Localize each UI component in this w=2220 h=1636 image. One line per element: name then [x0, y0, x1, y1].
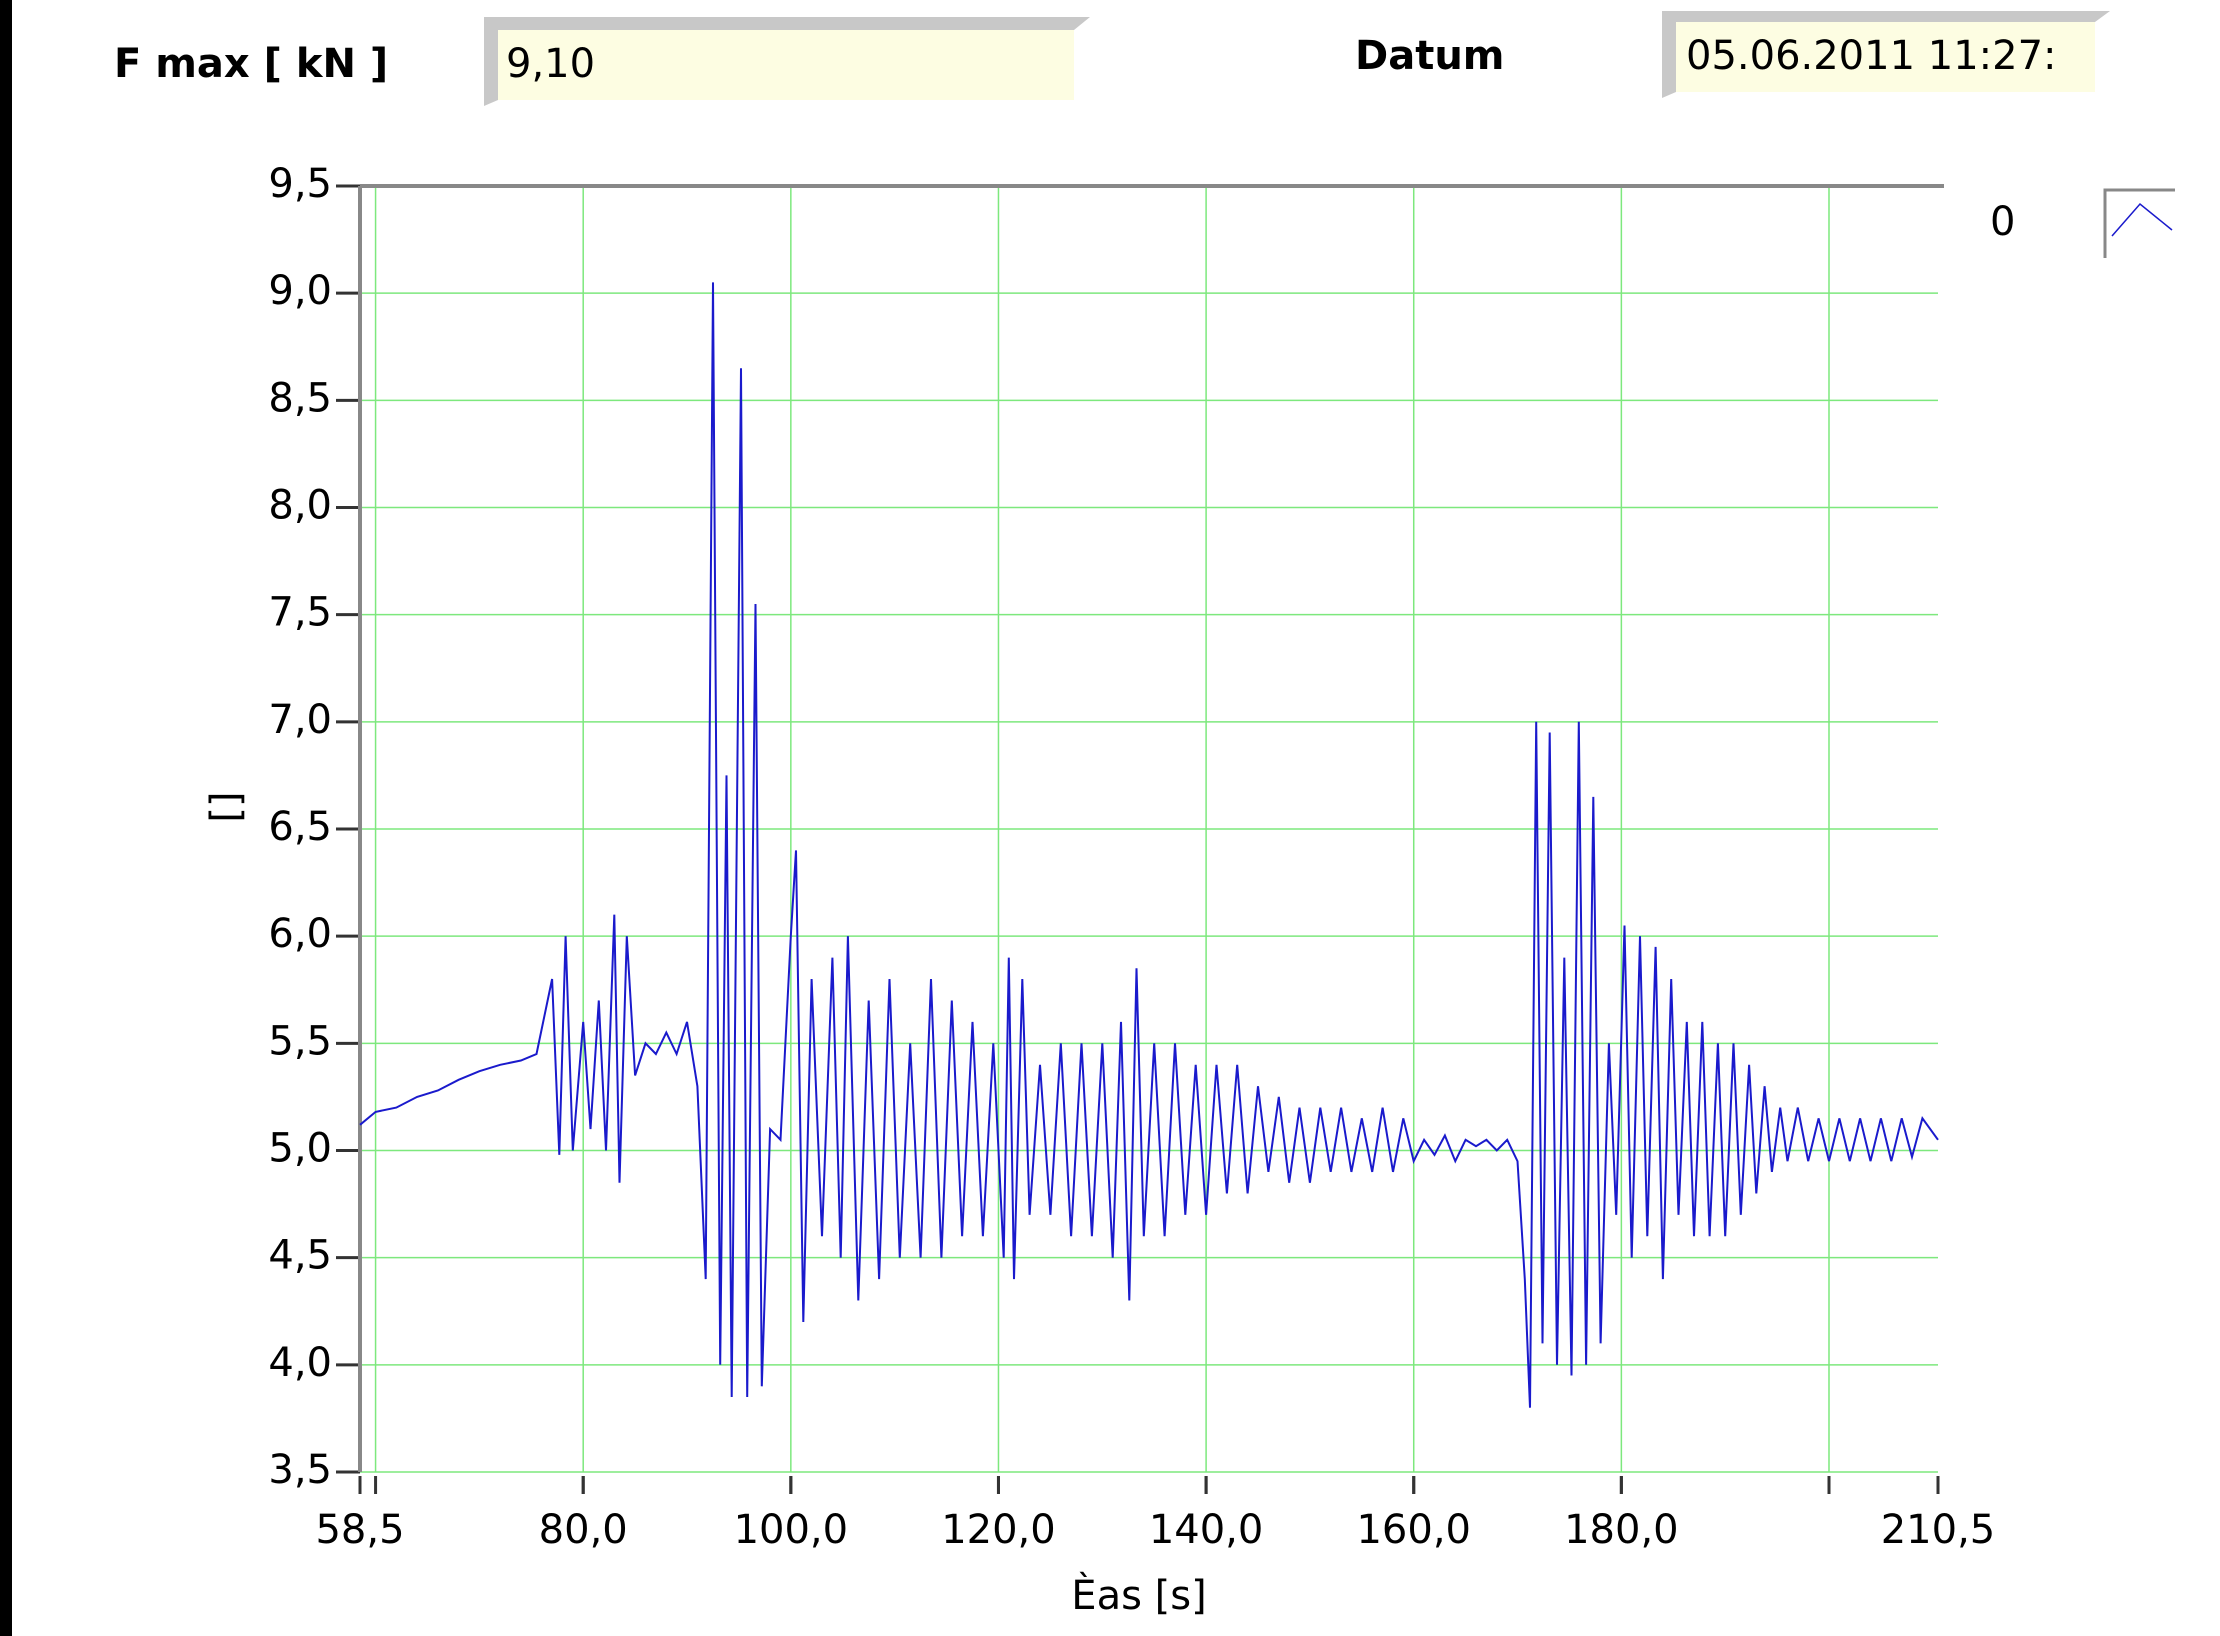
- legend-frame: [2103, 188, 2175, 258]
- field-label: F max [ kN ]: [114, 41, 388, 87]
- y-tick-label: 5,0: [268, 1126, 332, 1172]
- x-tick-label: 140,0: [1149, 1507, 1264, 1553]
- y-axis-label: []: [203, 791, 249, 822]
- field-value: 9,10: [506, 41, 595, 87]
- field-bevel: [484, 17, 1090, 106]
- y-tick-label: 8,0: [268, 483, 332, 529]
- x-tick-label: 100,0: [734, 1507, 849, 1553]
- x-tick-label: 160,0: [1356, 1507, 1471, 1553]
- field-bevel: [1662, 11, 2110, 98]
- y-tick-label: 8,5: [268, 375, 332, 421]
- left-strip: [0, 0, 12, 1636]
- x-tick-label: 120,0: [941, 1507, 1056, 1553]
- y-tick-label: 4,0: [268, 1340, 332, 1386]
- field-box: [498, 30, 1074, 100]
- y-tick-label: 4,5: [268, 1233, 332, 1279]
- field-box: [1676, 22, 2095, 92]
- y-tick-label: 7,0: [268, 697, 332, 743]
- x-tick-label: 210,5: [1881, 1507, 1996, 1553]
- x-tick-label: 180,0: [1564, 1507, 1679, 1553]
- y-tick-label: 9,0: [268, 268, 332, 314]
- y-tick-label: 6,0: [268, 911, 332, 957]
- x-tick-label: 80,0: [539, 1507, 628, 1553]
- field-value: 05.06.2011 11:27:: [1686, 33, 2057, 79]
- y-tick-label: 6,5: [268, 804, 332, 850]
- legend-swatch: [2111, 202, 2173, 237]
- y-tick-label: 9,5: [268, 161, 332, 207]
- y-tick-label: 7,5: [268, 590, 332, 636]
- y-tick-label: 3,5: [268, 1447, 332, 1493]
- x-tick-label: 58,5: [315, 1507, 404, 1553]
- x-axis-label: Èas [s]: [1071, 1571, 1206, 1619]
- field-label: Datum: [1355, 33, 1504, 79]
- y-tick-label: 5,5: [268, 1018, 332, 1064]
- legend: 0: [1990, 188, 2175, 258]
- data-line: [359, 282, 1939, 1408]
- legend-label: 0: [1990, 199, 2015, 245]
